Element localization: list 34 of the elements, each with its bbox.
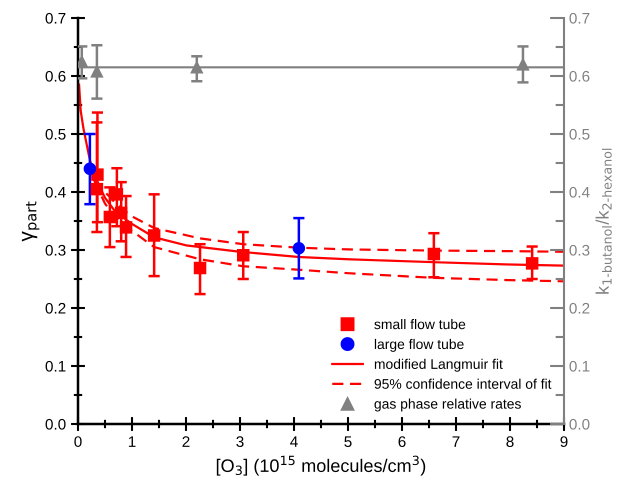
x-tick-label: 4	[290, 436, 298, 447]
legend-label: gas phase relative rates	[374, 398, 521, 412]
y2-tick-label: 0.1	[569, 360, 590, 372]
y-tick-label: 0.1	[46, 360, 66, 372]
x-tick-label: 0	[74, 436, 82, 448]
y2-tick-label: 0.5	[569, 128, 590, 140]
y2-tick-label: 0.3	[569, 244, 590, 256]
x-tick-label: 2	[182, 436, 190, 447]
legend-label: modified Langmuir fit	[374, 358, 503, 372]
y2-tick-label: 0.0	[569, 418, 590, 430]
x-tick-label: 1	[128, 436, 136, 447]
y-tick-label: 0.0	[46, 418, 66, 430]
y2-tick-label: 0.2	[569, 302, 590, 314]
y-tick-label: 0.7	[46, 12, 66, 24]
x-tick-label: 9	[560, 436, 568, 448]
y-tick-label: 0.4	[46, 186, 66, 198]
y-tick-label: 0.6	[46, 70, 66, 82]
y-axis-title: γ$_{part}$	[22, 201, 40, 242]
legend-label: large flow tube	[374, 338, 464, 352]
x-tick-label: 8	[506, 436, 514, 448]
x-tick-label: 3	[236, 436, 244, 448]
x-tick-label: 7	[452, 436, 460, 447]
legend-label: small flow tube	[374, 318, 466, 330]
x-axis-title: [O$_{3}$] (10$^{15}$ molecules/cm$^{3}$)	[216, 456, 426, 476]
y-tick-label: 0.5	[46, 128, 66, 140]
y2-tick-label: 0.6	[569, 70, 590, 82]
y2-tick-label: 0.4	[569, 186, 590, 198]
y-tick-label: 0.3	[46, 244, 66, 256]
legend-label: 95% confidence interval of fit	[374, 378, 552, 389]
y-tick-label: 0.2	[46, 302, 66, 314]
x-tick-label: 6	[398, 436, 406, 448]
y2-axis-title: k$_{1-butanol}$/k$_{2-hexanol}$	[596, 148, 612, 294]
x-tick-label: 5	[344, 436, 352, 448]
y2-tick-label: 0.7	[569, 12, 590, 24]
